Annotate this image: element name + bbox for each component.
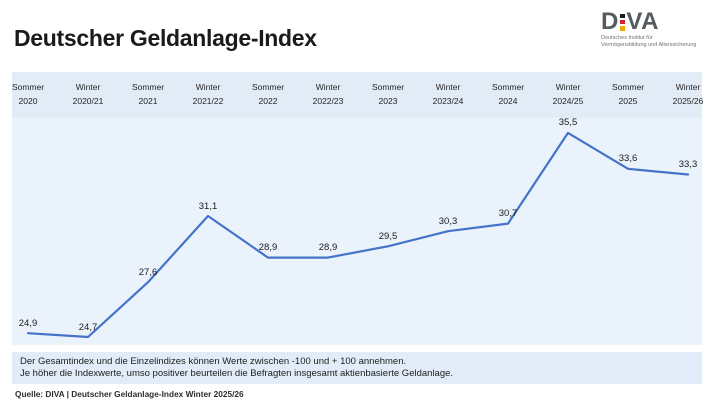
data-point-label: 35,5 (558, 117, 578, 129)
data-point-label: 28,9 (318, 242, 338, 254)
german-flag-dots-icon (620, 13, 625, 31)
line-chart-svg (26, 131, 690, 339)
data-point-label: 27,6 (138, 266, 158, 278)
x-axis-band: Sommer 2020 Winter 2020/21 Sommer 2021 Winter 2… (12, 72, 703, 118)
plot-area: 24,9 24,7 27,6 31,1 28,9 28,9 29,5 30,3 30,7 35,5… (12, 117, 702, 345)
flag-dot-gold (620, 26, 625, 31)
note-line1: Der Gesamtindex und die Einzelindizes kö… (20, 356, 407, 367)
x-axis-label: Sommer 2024 (491, 82, 525, 106)
data-point-label: 24,7 (78, 321, 98, 333)
data-point-label: 28,9 (258, 242, 278, 254)
note-band: Der Gesamtindex und die Einzelindizes kö… (12, 352, 702, 384)
flag-dot-black (620, 13, 625, 19)
logo-tagline-line1: Deutsches Institut für (601, 34, 653, 41)
logo-letter-va: VA (626, 8, 659, 35)
data-point-label: 24,9 (18, 317, 38, 329)
x-axis-label: Sommer 2021 (131, 82, 165, 106)
diva-wordmark: D VA (601, 8, 706, 35)
flag-dot-red (620, 19, 625, 25)
x-axis-label: Winter 2022/23 (312, 82, 344, 106)
source-line: Quelle: DIVA | Deutscher Geldanlage-Inde… (15, 389, 244, 399)
data-point-label: 30,3 (438, 215, 458, 227)
logo-letter-d: D (601, 8, 619, 35)
logo-tagline-line2: Vermögensbildung und Alterssicherung (601, 42, 697, 49)
x-axis-label: Winter 2024/25 (552, 82, 584, 106)
x-axis-label: Sommer 2023 (371, 82, 405, 106)
data-point-label: 30,7 (498, 208, 518, 220)
x-axis-label: Sommer 2020 (11, 82, 45, 106)
data-point-label: 31,1 (198, 200, 218, 212)
x-axis-label: Winter 2020/21 (72, 82, 104, 106)
data-point-label: 33,3 (678, 158, 698, 170)
x-axis-label: Winter 2023/24 (432, 82, 464, 106)
x-axis-label: Winter 2021/22 (192, 82, 224, 106)
diva-logo: D VA Deutsches Institut für Vermögensbil… (601, 8, 706, 50)
note-line2: Je höher die Indexwerte, umso positiver … (20, 368, 454, 380)
data-point-label: 29,5 (378, 230, 398, 242)
index-line (26, 131, 690, 339)
data-point-label: 33,6 (618, 153, 638, 165)
page-title: Deutscher Geldanlage-Index (14, 25, 317, 51)
x-axis-label: Winter 2025/26 (672, 82, 704, 106)
logo-tagline: Deutsches Institut für Vermögensbildung … (601, 35, 706, 50)
x-axis-label: Sommer 2025 (611, 82, 645, 106)
x-axis-label: Sommer 2022 (251, 82, 285, 106)
